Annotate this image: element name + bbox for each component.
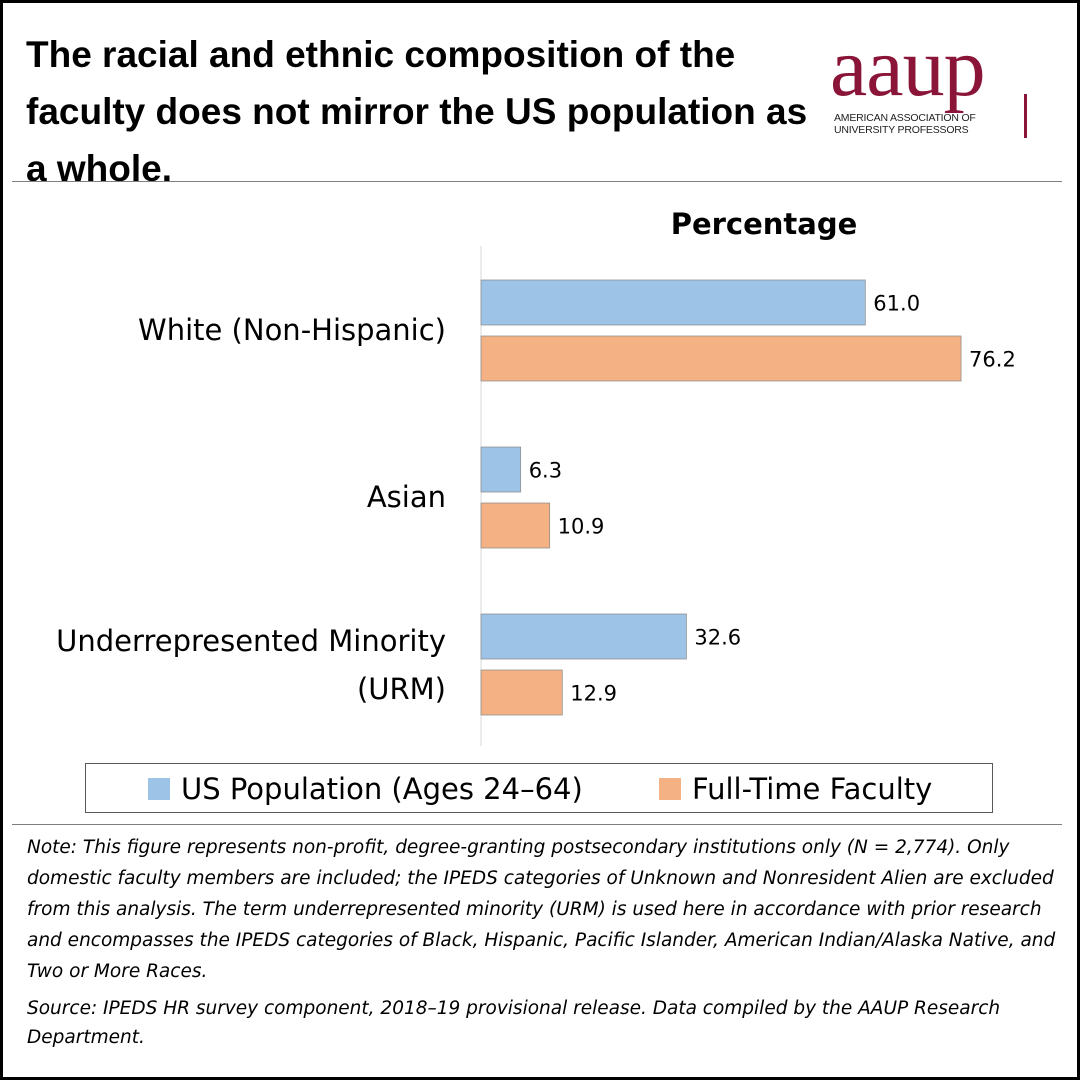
notes-divider: [12, 824, 1062, 825]
note-text: Note: This figure represents non-profit,…: [27, 837, 1056, 982]
data-label-2-series-0: 32.6: [694, 626, 741, 650]
data-label-2-series-1: 12.9: [570, 682, 617, 706]
category-label-2-line-0: Underrepresented Minority: [56, 624, 446, 658]
aaup-logo: aaup AMERICAN ASSOCIATION OF UNIVERSITY …: [830, 26, 1040, 140]
legend-item-us-population: US Population (Ages 24–64): [148, 764, 583, 814]
data-label-0-series-0: 61.0: [873, 292, 920, 316]
category-label-1: Asian: [367, 480, 446, 514]
legend-item-full-time-faculty: Full-Time Faculty: [659, 764, 932, 814]
header-divider: [12, 181, 1062, 182]
notes-section: Note: This figure represents non-profit,…: [27, 832, 1057, 1052]
data-label-0-series-1: 76.2: [969, 348, 1016, 372]
bar-1-series-0: [480, 446, 522, 493]
source-text: Source: IPEDS HR survey component, 2018–…: [27, 998, 1001, 1048]
chart-legend: US Population (Ages 24–64) Full-Time Fac…: [85, 763, 993, 813]
data-label-1-series-1: 10.9: [558, 515, 605, 539]
bar-2-series-0: [480, 613, 687, 660]
category-label-0: White (Non-Hispanic): [138, 313, 446, 347]
chart-title: Percentage: [671, 207, 858, 241]
data-label-1-series-0: 6.3: [529, 459, 562, 483]
bar-1-series-1: [480, 502, 551, 549]
bar-chart: Percentage White (Non-Hispanic) 61.0 76.2 As…: [56, 207, 1016, 746]
bar-0-series-1: [480, 335, 962, 382]
page-title: The racial and ethnic composition of the…: [26, 34, 808, 189]
bar-2-series-1: [480, 669, 563, 716]
legend-swatch-full-time-faculty: [659, 778, 681, 800]
logo-divider: [1024, 94, 1027, 138]
legend-label-us-population: US Population (Ages 24–64): [181, 772, 583, 806]
legend-label-full-time-faculty: Full-Time Faculty: [692, 772, 933, 806]
bar-0-series-0: [480, 279, 866, 326]
logo-subtitle: AMERICAN ASSOCIATION OF UNIVERSITY PROFE…: [834, 112, 976, 136]
logo-wordmark: aaup: [830, 21, 986, 114]
legend-swatch-us-population: [148, 778, 170, 800]
category-label-2-line-1: (URM): [357, 672, 446, 706]
